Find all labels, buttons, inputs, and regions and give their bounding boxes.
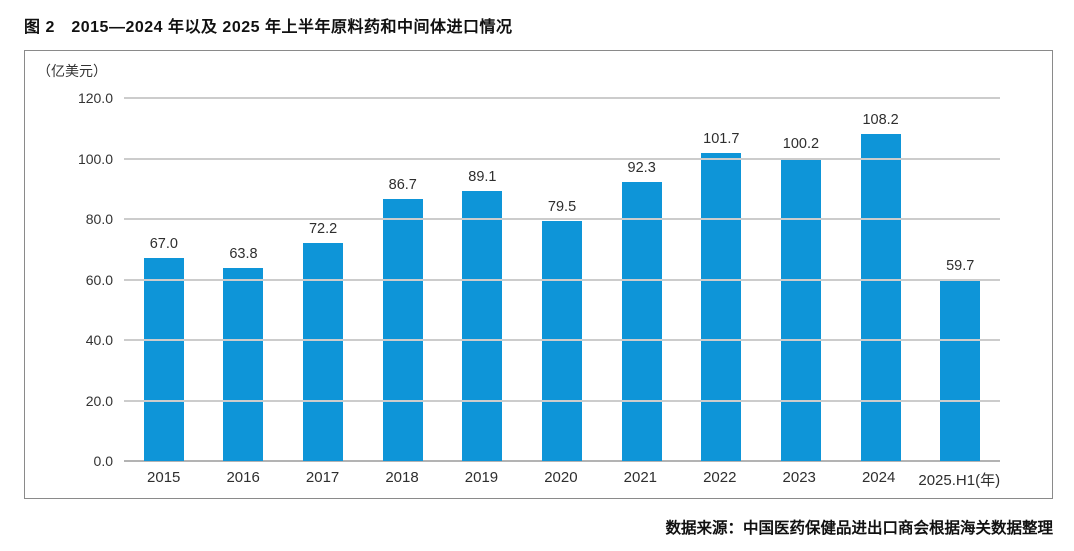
bar-value-label: 72.2 bbox=[308, 220, 338, 237]
chart-box: （亿美元） 0.0 20.0 40.0 60.0 80.0 100.0 120.0 67.0… bbox=[24, 50, 1053, 499]
bar-column: 67.0 bbox=[124, 98, 204, 461]
bar-value-label: 89.1 bbox=[468, 169, 497, 186]
bar-value-label: 108.2 bbox=[862, 111, 899, 128]
bar-column: 59.7 bbox=[920, 98, 1000, 461]
bar-column: 101.7 bbox=[681, 98, 761, 461]
x-tick-label: 2017 bbox=[305, 469, 340, 486]
y-tick-label: 120.0 bbox=[77, 90, 113, 106]
gridline bbox=[124, 339, 1000, 341]
bar-2021 bbox=[621, 181, 662, 461]
x-tick-label: 2023 bbox=[782, 469, 816, 486]
bar-column: 100.2 bbox=[761, 98, 841, 461]
x-tick-label: 2016 bbox=[226, 469, 260, 486]
page-title: 图 2 2015—2024 年以及 2025 年上半年原料药和中间体进口情况 bbox=[24, 19, 513, 36]
bar-value-label: 67.0 bbox=[149, 236, 178, 253]
gridline bbox=[124, 97, 1000, 99]
x-axis-labels: 2015 2016 2017 2018 2019 2020 2021 2022 2023 2024… bbox=[124, 469, 1000, 490]
source-note: 数据来源：中国医药保健品进出口商会根据海关数据整理 bbox=[665, 520, 1053, 537]
plot-area: 67.0 63.8 72.2 86.7 89.1 79.5 92.3 101.7 100.2 10… bbox=[124, 97, 1000, 462]
bar-2025.H1(年) bbox=[940, 280, 981, 461]
y-tick-label: 40.0 bbox=[85, 332, 113, 348]
bar-column: 63.8 bbox=[204, 98, 284, 461]
bar-column: 92.3 bbox=[602, 98, 682, 461]
x-tick-label: 2021 bbox=[623, 469, 658, 486]
bar-column: 89.1 bbox=[443, 98, 523, 461]
bar-column: 108.2 bbox=[841, 98, 921, 461]
bar-value-label: 86.7 bbox=[388, 176, 417, 193]
bar-2022 bbox=[701, 153, 742, 461]
bars-row: 67.0 63.8 72.2 86.7 89.1 79.5 92.3 101.7 100.2 10… bbox=[124, 98, 1000, 461]
bar-value-label: 100.2 bbox=[782, 135, 820, 152]
bar-2024 bbox=[860, 133, 901, 461]
bar-column: 86.7 bbox=[363, 98, 443, 461]
bar-2016 bbox=[223, 268, 264, 461]
x-tick-label: 2015 bbox=[147, 469, 181, 486]
bar-value-label: 63.8 bbox=[229, 246, 258, 263]
bar-2023 bbox=[780, 157, 821, 461]
bar-2018 bbox=[382, 198, 423, 461]
gridline bbox=[124, 278, 1000, 281]
bar-value-label: 101.7 bbox=[703, 131, 740, 148]
bar-value-label: 59.7 bbox=[946, 258, 975, 275]
gridline bbox=[124, 218, 1000, 220]
y-axis-labels: 0.0 20.0 40.0 60.0 80.0 100.0 120.0 bbox=[25, 51, 113, 500]
x-axis-baseline bbox=[124, 460, 1000, 462]
y-axis-unit-label: （亿美元） bbox=[37, 63, 107, 79]
x-tick-label: 2025.H1(年) bbox=[918, 472, 1001, 489]
x-tick-label: 2018 bbox=[385, 469, 419, 486]
x-tick-label: 2020 bbox=[544, 469, 578, 486]
y-tick-label: 20.0 bbox=[85, 392, 113, 409]
y-tick-label: 0.0 bbox=[93, 453, 113, 469]
bar-value-label: 92.3 bbox=[627, 159, 656, 176]
bar-2017 bbox=[303, 242, 344, 461]
bar-2015 bbox=[143, 258, 184, 461]
bar-value-label: 79.5 bbox=[547, 198, 577, 215]
x-tick-label: 2019 bbox=[464, 469, 499, 486]
y-tick-label: 60.0 bbox=[85, 271, 113, 288]
bar-2019 bbox=[462, 191, 503, 461]
y-tick-label: 100.0 bbox=[77, 150, 113, 167]
y-tick-label: 80.0 bbox=[85, 211, 113, 227]
x-tick-label: 2022 bbox=[703, 469, 737, 486]
gridline bbox=[124, 157, 1000, 160]
gridline bbox=[124, 399, 1000, 402]
x-tick-label: 2024 bbox=[861, 469, 896, 486]
